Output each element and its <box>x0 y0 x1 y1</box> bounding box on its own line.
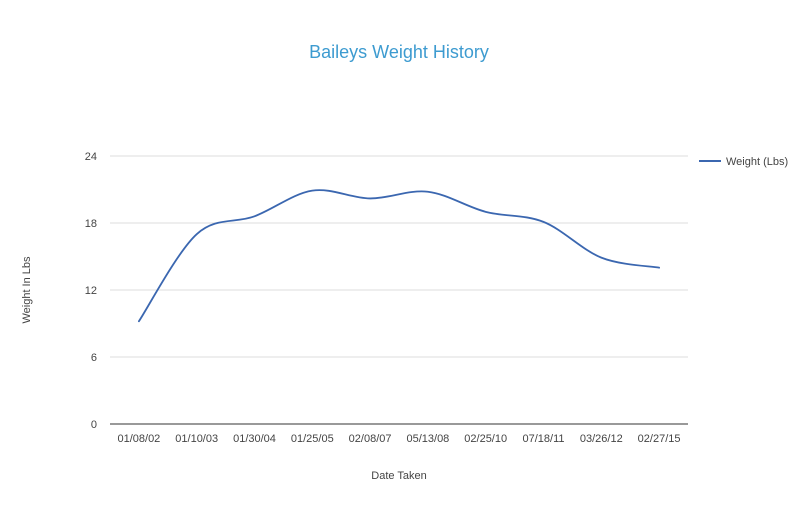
legend-label-weight: Weight (Lbs) <box>726 156 788 168</box>
chart-title: Baileys Weight History <box>309 42 489 62</box>
x-tick-label: 02/08/07 <box>349 433 392 445</box>
x-tick-label: 02/25/10 <box>464 433 507 445</box>
legend: Weight (Lbs) <box>699 156 788 168</box>
x-tick-label: 02/27/15 <box>638 433 681 445</box>
y-tick-label: 24 <box>85 151 97 163</box>
y-tick-label: 18 <box>85 218 97 230</box>
y-axis-title: Weight In Lbs <box>21 256 33 324</box>
x-tick-label: 01/25/05 <box>291 433 334 445</box>
x-tick-label: 01/30/04 <box>233 433 276 445</box>
x-tick-label: 05/13/08 <box>406 433 449 445</box>
x-tick-label: 01/08/02 <box>117 433 160 445</box>
y-tick-label: 0 <box>91 419 97 431</box>
gridlines <box>110 155 688 358</box>
x-tick-label: 01/10/03 <box>175 433 218 445</box>
x-axis-title: Date Taken <box>371 470 426 482</box>
y-tick-label: 12 <box>85 285 97 297</box>
x-tick-label: 07/18/11 <box>522 433 564 445</box>
x-tick-labels: 01/08/02 01/10/03 01/30/04 01/25/05 02/08/07… <box>117 433 680 445</box>
x-tick-label: 03/26/12 <box>580 433 623 445</box>
series-lines <box>138 189 660 323</box>
series-line-weight <box>138 189 660 323</box>
y-tick-labels: 0 6 12 18 24 <box>85 151 97 431</box>
y-tick-label: 6 <box>91 352 97 364</box>
